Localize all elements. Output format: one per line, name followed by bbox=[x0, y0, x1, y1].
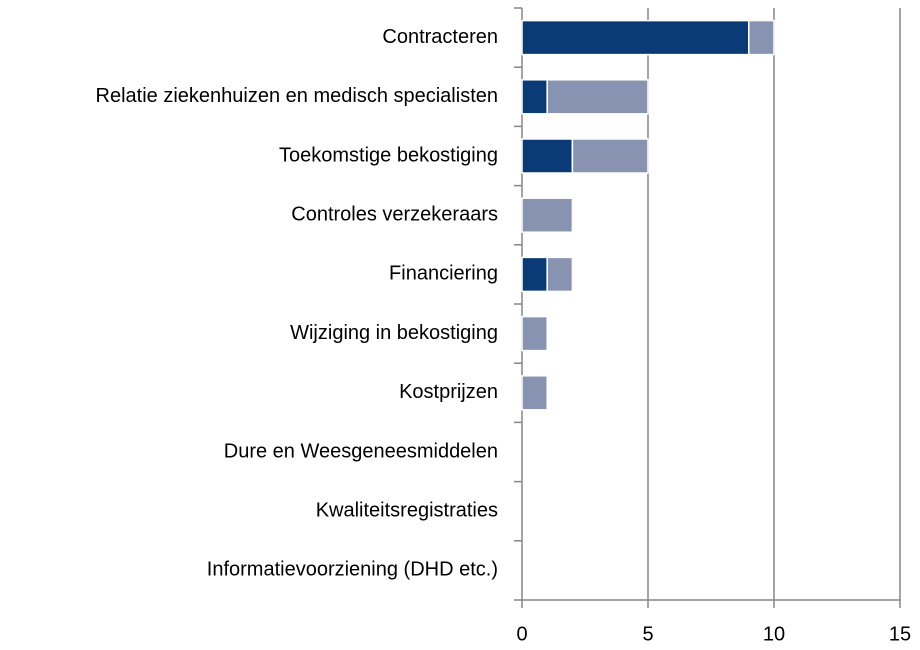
y-tick-label: Wijziging in bekostiging bbox=[290, 322, 498, 344]
bar bbox=[521, 138, 574, 174]
bar bbox=[546, 79, 649, 115]
y-tick-label: Controles verzekeraars bbox=[291, 203, 498, 225]
bar bbox=[748, 19, 775, 56]
bar bbox=[546, 256, 574, 293]
y-tick-label: Kostprijzen bbox=[399, 381, 498, 403]
x-tick-label: 10 bbox=[763, 623, 785, 645]
x-tick-label: 5 bbox=[642, 623, 653, 645]
y-tick-label: Contracteren bbox=[382, 26, 498, 48]
bar bbox=[521, 79, 548, 115]
y-tick-label: Informatievoorziening (DHD etc.) bbox=[207, 559, 498, 581]
y-tick-label: Dure en Weesgeneesmiddelen bbox=[224, 440, 498, 462]
y-tick-label: Relatie ziekenhuizen en medisch speciali… bbox=[96, 85, 498, 107]
y-tick-label: Toekomstige bekostiging bbox=[279, 144, 498, 166]
x-tick-label: 15 bbox=[889, 623, 911, 645]
y-tick-label: Kwaliteitsregistraties bbox=[316, 499, 498, 521]
y-tick-label: Financiering bbox=[389, 263, 498, 285]
bar bbox=[571, 138, 649, 174]
bar bbox=[521, 375, 548, 411]
bar bbox=[521, 197, 574, 233]
bar bbox=[521, 19, 750, 56]
bar bbox=[521, 315, 548, 352]
x-tick-label: 0 bbox=[516, 623, 527, 645]
bar bbox=[521, 256, 548, 293]
